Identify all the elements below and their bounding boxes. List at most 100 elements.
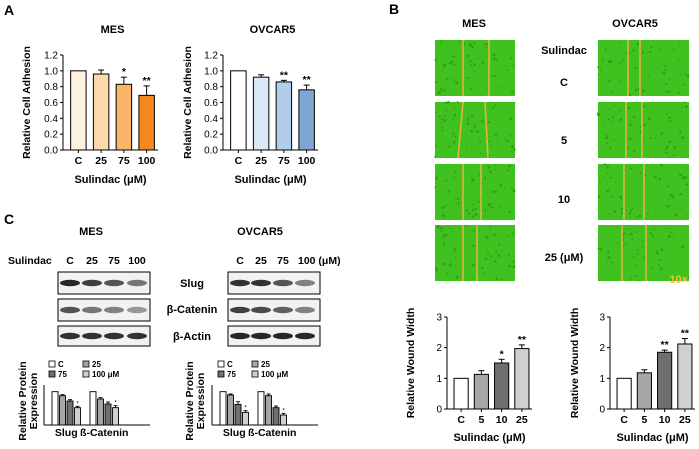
- cell-speck: [619, 195, 623, 199]
- cell-speck: [443, 115, 446, 118]
- blot-band: [104, 332, 124, 340]
- cell-speck: [680, 106, 683, 109]
- cell-speck: [647, 117, 651, 120]
- significance-mark: *: [114, 401, 117, 407]
- significance-mark: *: [122, 66, 127, 78]
- cell-speck: [507, 234, 510, 237]
- cell-speck: [649, 136, 652, 139]
- cell-speck: [622, 58, 625, 61]
- cell-speck: [487, 165, 491, 169]
- cell-speck: [510, 145, 514, 149]
- x-tick-label: C: [457, 414, 465, 426]
- cell-speck: [481, 120, 484, 123]
- cell-speck: [686, 189, 688, 191]
- bar: [70, 70, 87, 151]
- panel-letter-c: C: [4, 211, 14, 227]
- cell-speck: [666, 112, 669, 115]
- cell-speck: [613, 138, 615, 141]
- legend-label: C: [58, 360, 64, 369]
- cell-speck: [651, 234, 654, 237]
- y-tick-label: 0.2: [204, 130, 218, 141]
- bar: [66, 400, 74, 426]
- cell-speck: [604, 48, 607, 51]
- cell-speck: [512, 173, 514, 175]
- x-tick-label: 100: [138, 155, 156, 167]
- cell-speck: [494, 168, 497, 171]
- cell-speck: [437, 260, 439, 262]
- cell-speck: [495, 190, 498, 193]
- bar: [275, 81, 293, 151]
- cell-speck: [641, 163, 643, 166]
- cell-speck: [660, 247, 663, 250]
- panel-letter-b: B: [389, 1, 399, 17]
- legend-swatch: [251, 360, 259, 368]
- significance-mark: **: [280, 69, 289, 81]
- cell-speck: [489, 225, 492, 228]
- cell-speck: [441, 214, 445, 217]
- blot-band: [295, 279, 315, 287]
- x-group-label: ß-Catenin: [80, 427, 128, 439]
- cell-speck: [631, 238, 634, 241]
- cell-speck: [652, 60, 655, 63]
- cell-speck: [484, 257, 488, 261]
- cell-speck: [608, 107, 611, 110]
- cell-speck: [597, 74, 600, 76]
- cell-speck: [665, 82, 668, 85]
- x-tick-label: 5: [641, 414, 647, 426]
- legend-label: 25: [92, 360, 101, 369]
- y-axis-label: Relative Cell Adhesion: [182, 46, 194, 159]
- cell-speck: [507, 169, 510, 172]
- x-tick-label: 25: [95, 155, 107, 167]
- blot-band: [104, 306, 124, 314]
- cell-speck: [508, 264, 512, 268]
- cell-speck: [668, 227, 670, 230]
- x-tick-label: 5: [478, 414, 484, 426]
- micrograph-field: [435, 40, 515, 96]
- wound-col-title-ovcar5: OVCAR5: [612, 18, 658, 30]
- cell-speck: [635, 231, 637, 233]
- cell-speck: [668, 140, 672, 144]
- cell-speck: [441, 118, 444, 121]
- cell-speck: [448, 263, 452, 267]
- legend-swatch: [251, 370, 259, 378]
- x-axis-label: Sulindac (μM): [234, 174, 306, 186]
- cell-speck: [606, 189, 609, 193]
- cell-speck: [658, 177, 662, 181]
- cell-speck: [629, 277, 632, 280]
- cell-speck: [511, 232, 514, 235]
- cell-speck: [497, 254, 501, 257]
- bar: [252, 76, 270, 151]
- cell-speck: [500, 278, 503, 281]
- cell-speck: [445, 48, 447, 50]
- bar: [616, 377, 632, 410]
- cell-speck: [435, 177, 438, 180]
- cell-speck: [435, 270, 438, 273]
- cell-speck: [466, 54, 470, 58]
- blot-title-mes: MES: [79, 226, 103, 238]
- cell-speck: [606, 142, 608, 144]
- cell-speck: [642, 89, 645, 92]
- bar: [257, 391, 265, 426]
- cell-speck: [494, 104, 497, 107]
- cell-speck: [437, 91, 441, 95]
- y-tick-label: 0.6: [204, 98, 218, 109]
- cell-speck: [487, 203, 491, 206]
- cell-speck: [436, 225, 440, 229]
- cell-speck: [635, 216, 638, 219]
- x-tick-label: 75: [118, 155, 130, 167]
- blot-lane-label: 25: [255, 255, 267, 267]
- bar: [227, 394, 234, 426]
- cell-speck: [637, 88, 640, 91]
- cell-speck: [610, 121, 613, 124]
- cell-speck: [495, 250, 498, 253]
- y-tick-label: 0.6: [44, 98, 58, 109]
- cell-speck: [639, 171, 642, 174]
- cell-speck: [625, 52, 628, 55]
- legend-label: 75: [227, 370, 236, 379]
- cell-speck: [630, 167, 633, 170]
- cell-speck: [669, 78, 671, 81]
- cell-speck: [466, 122, 470, 125]
- cell-speck: [493, 74, 496, 77]
- cell-speck: [496, 140, 499, 142]
